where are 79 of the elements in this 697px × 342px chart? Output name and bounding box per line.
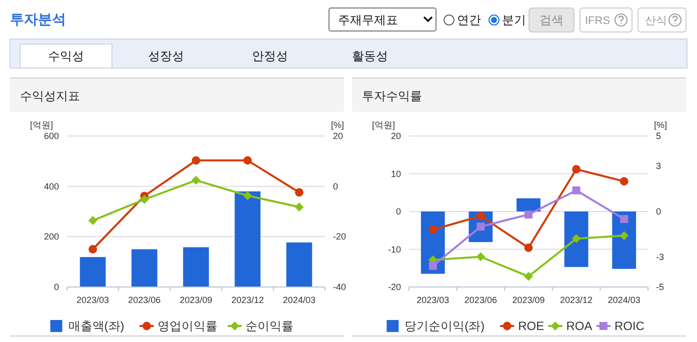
bar <box>234 191 260 287</box>
y2-tick-label: 0 <box>656 206 662 216</box>
y-tick-label: 0 <box>54 282 59 292</box>
y2-tick-label: 20 <box>333 131 344 141</box>
legend-label: ROIC <box>614 319 645 333</box>
chart-title: 수익성지표 <box>20 89 80 103</box>
text: 주재무제표 <box>338 13 398 27</box>
y-tick-label: 400 <box>44 181 59 192</box>
y2-tick-label: -40 <box>333 282 346 292</box>
point <box>620 231 629 240</box>
y2-tick-label: 5 <box>656 131 662 141</box>
x-tick-label: 2023/03 <box>76 295 110 305</box>
y-axis-title: [억원] <box>30 120 54 130</box>
point <box>192 176 200 185</box>
bar <box>286 242 312 287</box>
point <box>620 177 628 186</box>
point <box>428 225 438 234</box>
y-tick-label: 20 <box>390 131 401 141</box>
chart-title: 투자수익률 <box>362 89 422 103</box>
legend-label: ROA <box>566 319 592 333</box>
text: 성장성 <box>148 49 184 63</box>
point <box>243 191 252 200</box>
x-tick-label: 2023/03 <box>416 295 450 305</box>
point <box>524 272 533 281</box>
x-tick-label: 2023/06 <box>128 295 161 305</box>
point <box>572 165 580 174</box>
legend-label: 매출액(좌) <box>68 319 124 333</box>
y2-tick-label: 3 <box>656 161 662 172</box>
y-tick-label: 10 <box>390 168 401 179</box>
x-tick-label: 2023/12 <box>231 295 264 305</box>
point <box>476 212 485 220</box>
point <box>295 188 304 197</box>
y-tick-label: 600 <box>44 131 59 141</box>
y-tick-label: 200 <box>44 232 59 242</box>
text: 수익성 <box>48 49 84 63</box>
text: 연간 <box>457 13 481 27</box>
y2-tick-label: -3 <box>656 252 664 262</box>
text: 투자분석 <box>10 11 66 27</box>
x-tick-label: 2023/09 <box>180 295 212 305</box>
point <box>243 156 252 165</box>
y-tick-label: 0 <box>396 206 401 216</box>
y2-tick-label: -5 <box>656 282 664 292</box>
x-tick-label: 2023/09 <box>512 295 545 305</box>
point <box>192 156 200 165</box>
point <box>294 202 304 212</box>
point <box>572 234 581 244</box>
point <box>476 252 486 262</box>
legend-label: 영업이익률 <box>158 319 218 333</box>
point <box>140 194 149 204</box>
point <box>524 210 532 219</box>
text: 분기 <box>502 13 526 27</box>
point <box>524 244 533 252</box>
text: 활동성 <box>352 49 388 63</box>
point <box>620 215 628 224</box>
x-tick-label: 2024/03 <box>608 295 640 305</box>
bar <box>80 257 106 287</box>
y-tick-label: -10 <box>388 244 401 254</box>
y-tick-label: -20 <box>388 282 401 292</box>
y2-axis-title: [%] <box>654 120 668 130</box>
point <box>88 216 98 226</box>
legend-label: 순이익률 <box>246 319 294 333</box>
y-axis-title: [억원] <box>372 120 396 130</box>
text: 산식 <box>645 15 667 27</box>
legend-label: ROE <box>518 319 544 333</box>
legend-label: 당기순이익(좌) <box>404 319 485 333</box>
y2-tick-label: -20 <box>333 232 346 242</box>
bar <box>132 249 158 287</box>
point <box>88 245 97 254</box>
point <box>572 186 580 194</box>
y2-axis-title: [%] <box>331 120 344 130</box>
point <box>428 262 437 270</box>
x-tick-label: 2023/12 <box>560 295 593 305</box>
text: 안정성 <box>252 49 288 63</box>
y2-tick-label: 0 <box>333 181 338 192</box>
text: IFRS <box>585 15 610 27</box>
bar <box>183 247 209 287</box>
x-tick-label: 2024/03 <box>282 295 316 305</box>
text: 검색 <box>540 13 564 27</box>
x-tick-label: 2023/06 <box>464 295 497 305</box>
